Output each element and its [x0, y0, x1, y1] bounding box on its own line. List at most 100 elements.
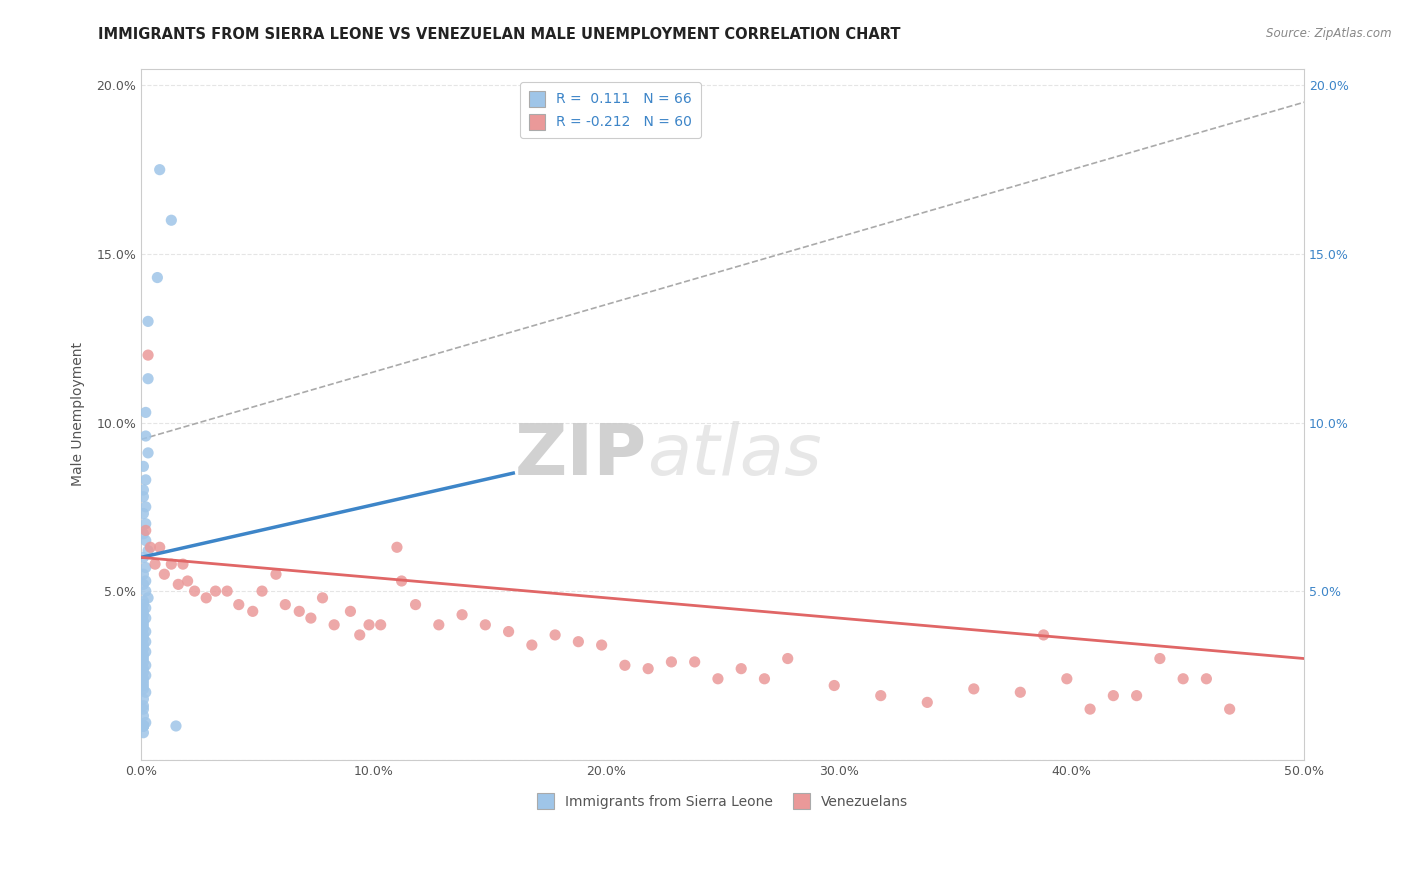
Point: [132, 550, 155, 565]
Point: [135, 574, 157, 588]
Point: [132, 594, 155, 608]
Point: [172, 557, 194, 571]
Point: [132, 698, 155, 713]
Point: [143, 557, 166, 571]
Point: [135, 668, 157, 682]
Point: [132, 681, 155, 696]
Point: [132, 607, 155, 622]
Point: [135, 560, 157, 574]
Point: [520, 638, 543, 652]
Text: Source: ZipAtlas.com: Source: ZipAtlas.com: [1267, 27, 1392, 40]
Point: [135, 715, 157, 730]
Point: [183, 584, 205, 599]
Point: [132, 632, 155, 646]
Point: [135, 634, 157, 648]
Point: [132, 675, 155, 690]
Point: [135, 500, 157, 514]
Point: [132, 719, 155, 733]
Point: [451, 607, 474, 622]
Point: [136, 446, 159, 460]
Text: atlas: atlas: [647, 421, 821, 490]
Point: [1219, 702, 1241, 716]
Point: [427, 617, 450, 632]
Point: [299, 611, 322, 625]
Point: [132, 719, 155, 733]
Point: [146, 270, 169, 285]
Text: IMMIGRANTS FROM SIERRA LEONE VS VENEZUELAN MALE UNEMPLOYMENT CORRELATION CHART: IMMIGRANTS FROM SIERRA LEONE VS VENEZUEL…: [98, 27, 901, 42]
Point: [135, 584, 157, 599]
Point: [132, 672, 155, 686]
Point: [264, 567, 287, 582]
Point: [132, 725, 155, 739]
Point: [391, 574, 413, 588]
Point: [135, 524, 157, 538]
Point: [132, 702, 155, 716]
Point: [160, 557, 183, 571]
Point: [132, 679, 155, 693]
Point: [135, 516, 157, 531]
Point: [132, 719, 155, 733]
Point: [132, 648, 155, 662]
Point: [349, 628, 371, 642]
Point: [132, 459, 155, 474]
Point: [567, 634, 589, 648]
Point: [132, 490, 155, 504]
Point: [1078, 702, 1101, 716]
Point: [165, 719, 187, 733]
Point: [132, 567, 155, 582]
Point: [661, 655, 683, 669]
Point: [242, 604, 264, 618]
Point: [149, 541, 172, 555]
Point: [132, 621, 155, 635]
Y-axis label: Male Unemployment: Male Unemployment: [72, 343, 86, 486]
Point: [132, 638, 155, 652]
Point: [1171, 672, 1194, 686]
Point: [311, 591, 333, 605]
Point: [132, 526, 155, 541]
Point: [730, 662, 752, 676]
Point: [1195, 672, 1218, 686]
Point: [869, 689, 891, 703]
Point: [132, 651, 155, 665]
Point: [823, 679, 845, 693]
Point: [135, 645, 157, 659]
Point: [132, 719, 155, 733]
Point: [167, 577, 190, 591]
Point: [153, 567, 176, 582]
Point: [132, 604, 155, 618]
Point: [136, 348, 159, 362]
Point: [132, 577, 155, 591]
Point: [132, 709, 155, 723]
Point: [149, 162, 172, 177]
Point: [135, 658, 157, 673]
Point: [135, 611, 157, 625]
Point: [132, 692, 155, 706]
Point: [135, 429, 157, 443]
Point: [132, 719, 155, 733]
Point: [339, 604, 361, 618]
Point: [963, 681, 986, 696]
Point: [132, 483, 155, 497]
Point: [132, 655, 155, 669]
Point: [1056, 672, 1078, 686]
Point: [683, 655, 706, 669]
Point: [357, 617, 380, 632]
Point: [1125, 689, 1147, 703]
Point: [135, 405, 157, 419]
Point: [136, 543, 159, 558]
Point: [591, 638, 613, 652]
Point: [707, 672, 730, 686]
Point: [132, 719, 155, 733]
Point: [136, 372, 159, 386]
Point: [917, 695, 939, 709]
Point: [132, 617, 155, 632]
Point: [250, 584, 273, 599]
Point: [217, 584, 239, 599]
Point: [1102, 689, 1125, 703]
Point: [228, 598, 250, 612]
Point: [613, 658, 636, 673]
Point: [136, 314, 159, 328]
Point: [776, 651, 799, 665]
Point: [132, 628, 155, 642]
Point: [1032, 628, 1054, 642]
